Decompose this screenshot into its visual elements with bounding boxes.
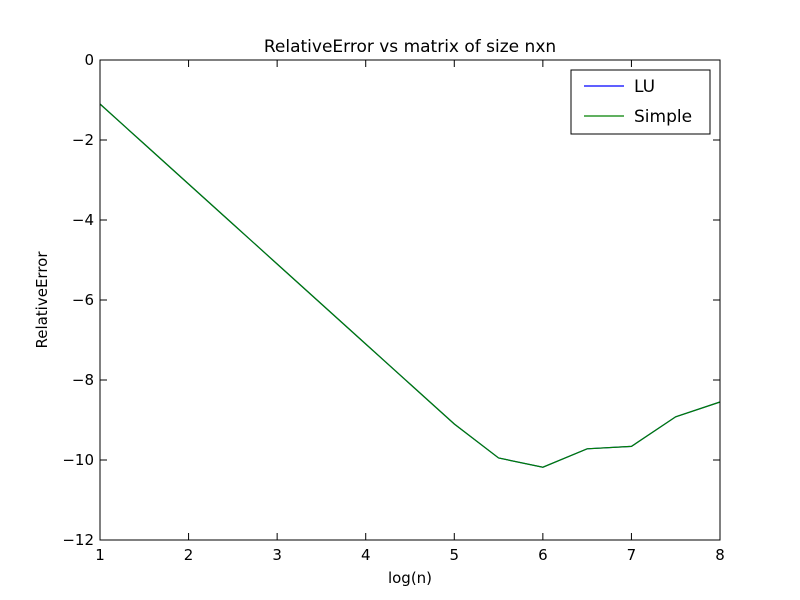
- x-tick-label: 7: [627, 546, 637, 564]
- series-layer: [99, 103, 721, 468]
- legend-label-simple: Simple: [634, 107, 692, 127]
- x-tick-label: 4: [361, 546, 371, 564]
- x-tick-label: 5: [450, 546, 460, 564]
- x-tick-label: 3: [272, 546, 282, 564]
- y-tick-label: 0: [84, 51, 94, 69]
- legend-label-lu: LU: [634, 77, 655, 97]
- x-tick-label: 1: [95, 546, 105, 564]
- chart-title: RelativeError vs matrix of size nxn: [264, 37, 556, 57]
- legend-box: [570, 69, 711, 135]
- x-tick-label: 2: [184, 546, 194, 564]
- y-axis-label: RelativeError: [33, 251, 51, 349]
- y-tick-label: −8: [72, 371, 94, 389]
- y-tick-label: −10: [62, 451, 94, 469]
- y-tick-label: −2: [72, 131, 94, 149]
- axis-ticks: 1 2 3 4 5 6 7 8 0 −2 −4 −6 −8 −10 −12: [62, 51, 724, 564]
- x-tick-label: 8: [715, 546, 725, 564]
- y-tick-label: −6: [72, 291, 94, 309]
- series-line-simple: [99, 103, 721, 468]
- series-line-lu: [99, 103, 721, 468]
- y-tick-label: −12: [62, 531, 94, 549]
- x-axis-label: log(n): [388, 569, 432, 587]
- legend: LU Simple: [570, 69, 711, 135]
- y-tick-label: −4: [72, 211, 94, 229]
- x-tick-label: 6: [538, 546, 548, 564]
